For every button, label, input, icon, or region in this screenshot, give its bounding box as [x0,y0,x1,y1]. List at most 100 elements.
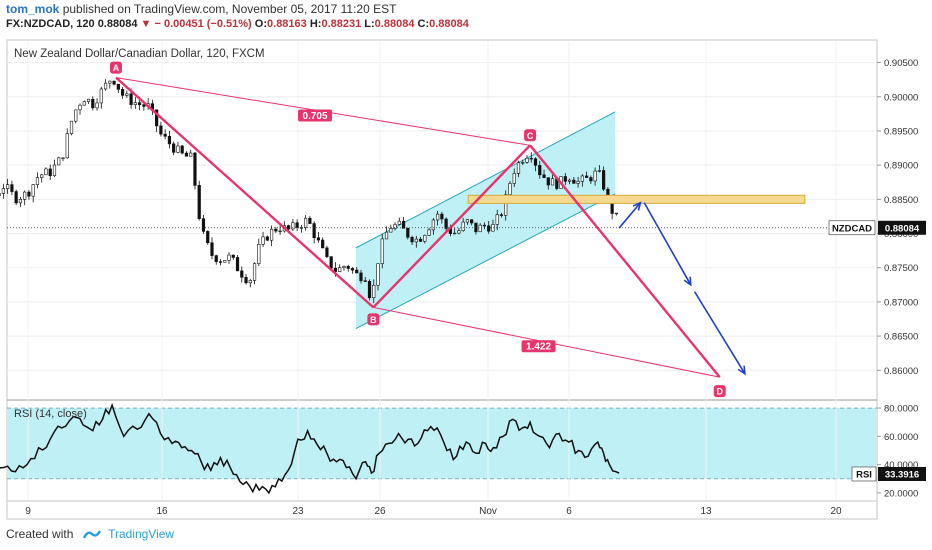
ratio-label: 1.422 [526,342,551,353]
candle-body [461,221,465,231]
candle [470,219,474,226]
candle-body [142,104,146,107]
rsi-value-label: 33.3916 [885,469,919,480]
pattern-leg[interactable] [115,76,375,309]
candle [363,276,367,282]
candle [359,269,363,284]
candle [31,184,35,203]
candle [465,219,470,225]
ratio-label-box [298,109,333,122]
candle-body [265,236,269,241]
pattern-point-marker[interactable] [524,129,537,142]
projection-arrowhead [632,201,642,211]
candle [440,211,444,224]
ascending-channel[interactable] [355,111,616,329]
rsi-tick-label: 80.0000 [884,404,918,415]
tradingview-brand[interactable]: TradingView [108,527,175,541]
candle-body [406,228,410,238]
candle-body [99,88,103,104]
candle-body [329,256,333,269]
candle [274,226,278,234]
candle [231,254,235,260]
candle [512,168,516,187]
projection-arrow[interactable] [693,291,746,375]
low-label: L: [364,18,375,30]
candle [346,264,350,272]
candle-body [321,239,325,249]
candle-body [257,244,261,264]
pattern-point-label: D [716,387,723,397]
candle-body [172,143,176,153]
pattern-point-marker[interactable] [110,61,123,74]
candle-body [14,191,18,204]
candle-body [120,89,125,96]
candle-body [23,191,27,200]
candle-body [355,269,359,274]
candle [18,196,23,208]
candle [295,219,299,231]
candle-body [487,225,491,232]
candle [69,120,74,136]
candle-body [504,194,508,216]
candle-body [35,177,40,185]
candle-body [516,162,521,174]
candle [389,224,393,233]
price-tick-label: 0.86000 [884,366,918,377]
candle [602,166,606,192]
last-price-box [878,220,926,235]
pattern-point-marker[interactable] [367,313,380,326]
candle [235,255,240,272]
rsi-tag-box [851,466,877,482]
candle [585,171,589,178]
candle-body [155,109,159,127]
candle-body [614,212,619,215]
candle-body [103,82,108,90]
candle-body [74,109,78,122]
candle [580,174,584,187]
pattern-point-marker[interactable] [713,385,726,398]
candle [180,144,184,155]
pattern-leg[interactable] [372,144,531,309]
author-link[interactable]: tom_mok [6,2,60,16]
time-tick-label: 23 [292,506,304,517]
candle [406,227,410,240]
candle-body [57,157,61,166]
symbol-line: FX:NZDCAD, 120 0.88084 ▼ − 0.00451 (−0.5… [6,18,469,30]
candle-body [133,102,137,105]
candle [78,103,82,115]
candle-body [436,213,440,221]
resistance-zone[interactable] [467,194,806,204]
candle-body [227,254,231,261]
candle [499,212,504,218]
candle-body [478,224,482,233]
candle [44,167,48,176]
candle [27,189,31,200]
projection-arrow[interactable] [643,202,692,286]
candle [367,279,372,301]
candle-body [214,255,218,262]
candle-body [453,232,457,235]
rsi-tick-label: 60.0000 [884,432,918,443]
rsi-line [0,402,620,495]
candle-body [197,185,201,219]
candle [538,160,542,179]
candle-body [338,267,342,272]
pattern-point-label: B [370,315,377,325]
candle-body [291,222,295,230]
candle [261,231,265,247]
candle-body [367,280,372,299]
candle-body [138,102,142,106]
candle-body [10,184,14,192]
channel-lower-line[interactable] [355,193,616,330]
projection-arrow[interactable] [618,202,642,229]
candle-body [44,168,48,176]
candle [86,98,91,105]
pattern-leg[interactable] [529,144,721,378]
candle-body [31,184,35,197]
publish-info: published on TradingView.com, November 0… [62,2,397,16]
price-chart-title: New Zealand Dollar/Canadian Dollar, 120,… [14,48,265,60]
candle-body [427,229,431,236]
last-price-label: 0.88084 [885,223,920,234]
candle-body [308,217,312,224]
